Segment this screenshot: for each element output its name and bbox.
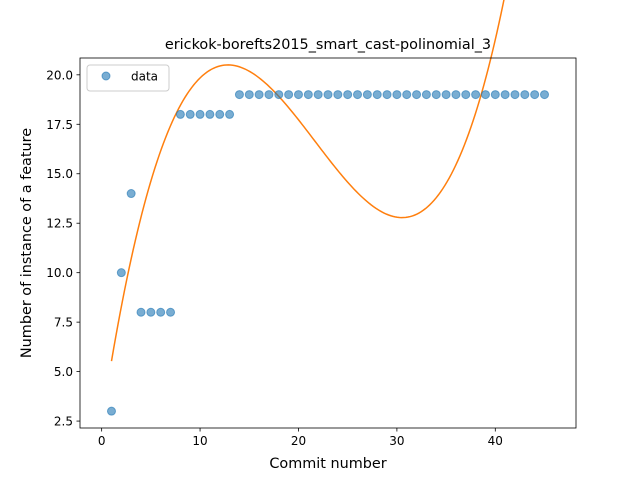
chart-title: erickok-borefts2015_smart_cast-polinomia… (165, 37, 491, 53)
data-point (323, 90, 333, 100)
data-point (540, 90, 550, 100)
data-point (500, 90, 510, 100)
data-point (490, 90, 500, 100)
data-point (116, 268, 126, 278)
data-point (402, 90, 412, 100)
data-point (136, 307, 146, 317)
data-point (274, 90, 284, 100)
data-point (195, 109, 205, 119)
data-point (520, 90, 530, 100)
data-point (412, 90, 422, 100)
data-point (156, 307, 166, 317)
x-tick-label: 30 (389, 434, 404, 448)
x-tick-label: 20 (291, 434, 306, 448)
data-point (244, 90, 254, 100)
data-point (372, 90, 382, 100)
data-point (293, 90, 303, 100)
data-point (146, 307, 156, 317)
legend-label-data: data (131, 70, 158, 84)
data-point (205, 109, 215, 119)
data-point (471, 90, 481, 100)
data-point (303, 90, 313, 100)
data-point (215, 109, 225, 119)
y-tick-label: 17.5 (46, 118, 73, 132)
y-tick-label: 2.5 (54, 415, 73, 429)
data-point (353, 90, 363, 100)
data-point (421, 90, 431, 100)
data-point (313, 90, 323, 100)
plot-area: 0 10 20 30 40 2.5 5.0 7.5 10.0 12.5 15.0 17.5 20.0 (46, 0, 577, 448)
x-tick-label: 0 (98, 434, 106, 448)
x-tick-label: 10 (192, 434, 207, 448)
data-point (234, 90, 244, 100)
data-point (382, 90, 392, 100)
y-axis-label: Number of instance of a feature (19, 128, 35, 358)
data-point (166, 307, 176, 317)
data-point (510, 90, 520, 100)
data-point (284, 90, 294, 100)
data-point (126, 189, 136, 199)
data-point (441, 90, 451, 100)
legend-marker (101, 71, 111, 81)
y-tick-label: 15.0 (46, 167, 73, 181)
x-axis-label: Commit number (269, 456, 386, 472)
y-tick-label: 5.0 (54, 365, 73, 379)
data-point (343, 90, 353, 100)
data-point (530, 90, 540, 100)
axes-frame (79, 57, 577, 429)
data-point (480, 90, 490, 100)
y-tick-label: 20.0 (46, 68, 73, 82)
y-tick-label: 12.5 (46, 217, 73, 231)
legend: data (86, 64, 170, 92)
y-tick-label: 7.5 (54, 316, 73, 330)
data-point (254, 90, 264, 100)
data-point (264, 90, 274, 100)
data-point (333, 90, 343, 100)
data-point (225, 109, 235, 119)
data-point (392, 90, 402, 100)
data-point (362, 90, 372, 100)
data-point (175, 109, 185, 119)
data-point (431, 90, 441, 100)
data-point (461, 90, 471, 100)
y-tick-label: 10.0 (46, 266, 73, 280)
fit-line (110, 0, 505, 362)
x-tick-label: 40 (488, 434, 503, 448)
data-point (185, 109, 195, 119)
data-point (451, 90, 461, 100)
data-point (106, 406, 116, 416)
legend-box (86, 64, 170, 92)
